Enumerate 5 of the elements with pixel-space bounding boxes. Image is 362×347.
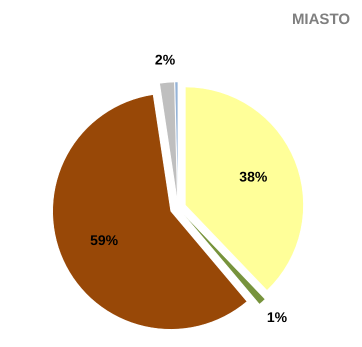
data-label: 59% [90,232,119,248]
data-label: 2% [154,51,176,68]
data-label: 1% [266,308,288,325]
data-label: 38% [239,168,268,184]
chart-title: MIASTO [292,11,350,28]
